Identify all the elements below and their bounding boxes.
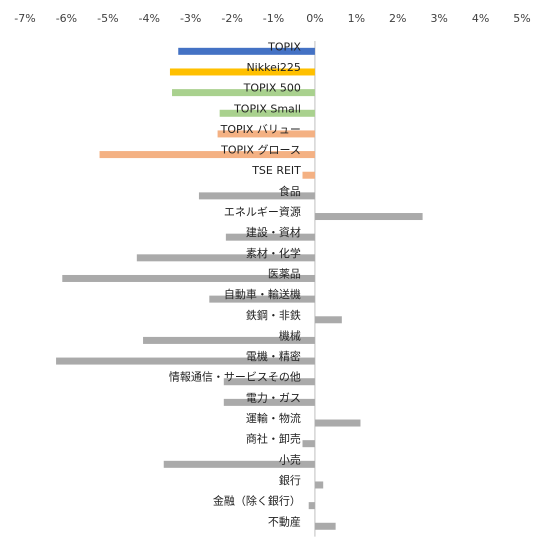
bar	[302, 440, 315, 448]
bars-group	[56, 47, 423, 530]
category-label: 不動産	[268, 514, 301, 528]
bar	[143, 336, 315, 344]
bar	[136, 254, 315, 262]
x-tick-label: -6%	[56, 12, 77, 25]
x-tick-label: 1%	[348, 12, 365, 25]
x-tick-label: 3%	[430, 12, 447, 25]
category-label: 鉄鋼・非鉄	[246, 308, 301, 322]
bar	[314, 316, 342, 324]
category-label: TOPIX グロース	[220, 143, 301, 157]
category-label: TOPIX	[267, 40, 301, 53]
bar	[62, 274, 315, 282]
category-label: 電機・精密	[246, 349, 301, 363]
x-tick-label: -2%	[221, 12, 242, 25]
bar	[178, 47, 315, 55]
category-label: 電力・ガス	[246, 391, 301, 404]
bar	[314, 419, 361, 427]
category-label: 建設・資材	[246, 225, 301, 239]
x-tick-label: -4%	[139, 12, 160, 25]
bar	[223, 398, 315, 406]
x-tick-label: 0%	[306, 12, 323, 25]
category-label: 商社・卸売	[246, 432, 301, 446]
x-axis-tick-labels: -7% -6% -5% -4% -3% -2% -1% 0% 1% 2% 3% 4% 5%	[14, 12, 530, 25]
x-tick-label: 4%	[472, 12, 489, 25]
category-label: 素材・化学	[246, 246, 301, 260]
x-tick-label: -5%	[97, 12, 118, 25]
category-label: 医薬品	[268, 267, 301, 280]
category-label: 小売	[279, 453, 301, 466]
bar	[308, 502, 315, 510]
bar	[56, 357, 315, 365]
bar	[314, 481, 324, 489]
category-label: 銀行	[279, 473, 301, 487]
bar	[198, 192, 315, 200]
bar	[99, 151, 315, 159]
category-label: TOPIX バリュー	[220, 123, 301, 136]
bar	[219, 109, 315, 117]
bar	[217, 130, 315, 138]
category-label: TOPIX Small	[233, 102, 301, 115]
bar	[172, 89, 315, 97]
category-label: エネルギー資源	[224, 205, 301, 219]
category-label: TSE REIT	[251, 164, 301, 177]
bar	[225, 233, 315, 241]
category-label: Nikkei225	[246, 61, 300, 74]
bar	[223, 378, 315, 386]
x-tick-label: 5%	[513, 12, 530, 25]
bar	[314, 522, 336, 530]
bar	[302, 171, 315, 179]
category-label: 情報通信・サービスその他	[169, 371, 301, 384]
bar	[209, 295, 315, 303]
category-label: TOPIX 500	[243, 82, 301, 95]
x-tick-label: -1%	[263, 12, 284, 25]
bar	[169, 68, 315, 76]
bar	[163, 460, 315, 468]
x-tick-label: -3%	[180, 12, 201, 25]
category-label: 金融（除く銀行）	[213, 494, 301, 508]
bar	[314, 213, 423, 221]
category-label: 運輸・物流	[246, 411, 301, 425]
x-tick-label: -7%	[14, 12, 35, 25]
category-label: 食品	[279, 184, 301, 198]
category-labels: TOPIX Nikkei225 TOPIX 500 TOPIX Small TOPIX …	[169, 40, 301, 528]
category-label: 機械	[279, 328, 301, 342]
category-label: 自動車・輸送機	[224, 287, 301, 301]
x-tick-label: 2%	[389, 12, 406, 25]
